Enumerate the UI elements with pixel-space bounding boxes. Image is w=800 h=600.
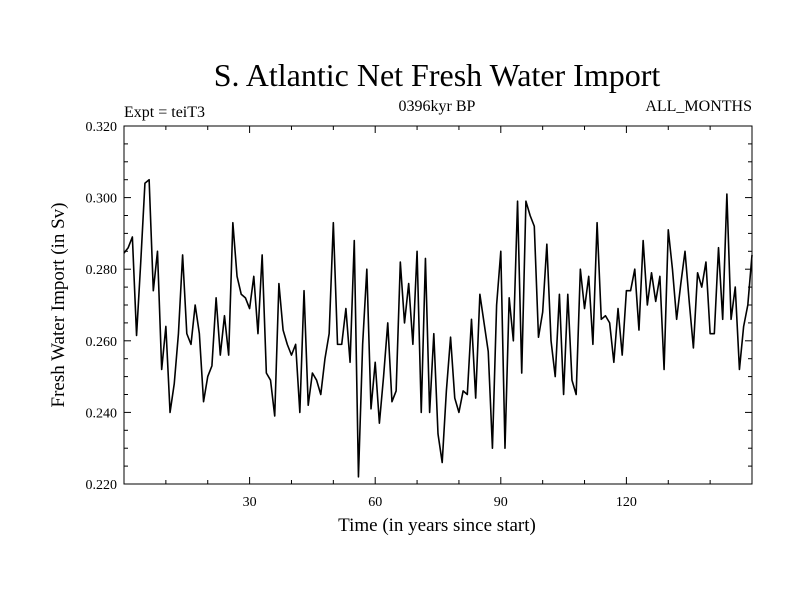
y-axis-label: Fresh Water Import (in Sv) <box>48 203 69 408</box>
x-axis-label: Time (in years since start) <box>338 515 536 536</box>
period-label: 0396kyr BP <box>399 98 476 115</box>
x-tick-label: 60 <box>368 495 382 510</box>
y-tick-label: 0.320 <box>86 120 118 135</box>
y-tick-label: 0.300 <box>86 192 118 207</box>
y-tick-label: 0.260 <box>86 335 118 350</box>
series-line <box>123 178 753 478</box>
chart-title: S. Atlantic Net Fresh Water Import <box>214 57 661 93</box>
series-layer <box>123 178 753 478</box>
x-tick-label: 30 <box>243 495 257 510</box>
y-tick-label: 0.220 <box>86 478 118 493</box>
plot-frame <box>123 125 753 485</box>
y-tick-label: 0.240 <box>86 406 118 421</box>
axes: 0.220 0.240 0.260 0.280 0.300 0.320 30 60 90 120 <box>86 120 752 510</box>
months-label: ALL_MONTHS <box>645 98 752 115</box>
x-tick-label: 90 <box>494 495 508 510</box>
experiment-label: Expt = teiT3 <box>124 104 205 121</box>
y-tick-label: 0.280 <box>86 263 118 278</box>
x-tick-label: 120 <box>616 495 637 510</box>
